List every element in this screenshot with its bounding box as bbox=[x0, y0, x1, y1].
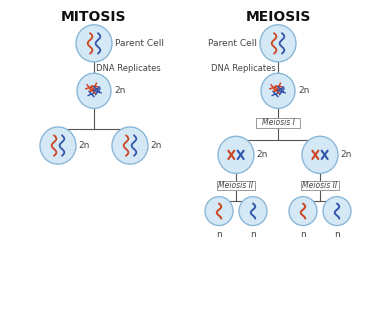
Text: 2n: 2n bbox=[340, 150, 352, 159]
Circle shape bbox=[112, 127, 148, 164]
Text: 2n: 2n bbox=[114, 86, 125, 95]
Text: n: n bbox=[334, 230, 340, 239]
FancyBboxPatch shape bbox=[301, 181, 339, 190]
Circle shape bbox=[261, 73, 295, 108]
Circle shape bbox=[239, 197, 267, 226]
Circle shape bbox=[260, 25, 296, 62]
Circle shape bbox=[76, 25, 112, 62]
Text: n: n bbox=[250, 230, 256, 239]
Text: Parent Cell: Parent Cell bbox=[115, 39, 164, 48]
Text: Meiosis I: Meiosis I bbox=[262, 118, 294, 127]
Text: n: n bbox=[300, 230, 306, 239]
Circle shape bbox=[289, 197, 317, 226]
Circle shape bbox=[205, 197, 233, 226]
FancyBboxPatch shape bbox=[217, 181, 255, 190]
Circle shape bbox=[218, 136, 254, 173]
Text: n: n bbox=[216, 230, 222, 239]
Text: Parent Cell: Parent Cell bbox=[208, 39, 257, 48]
Text: DNA Replicates: DNA Replicates bbox=[96, 64, 161, 73]
Text: Meiosis II: Meiosis II bbox=[218, 181, 253, 190]
Circle shape bbox=[323, 197, 351, 226]
Text: 2n: 2n bbox=[150, 141, 161, 150]
Circle shape bbox=[40, 127, 76, 164]
Text: DNA Replicates: DNA Replicates bbox=[211, 64, 276, 73]
Circle shape bbox=[302, 136, 338, 173]
Text: 2n: 2n bbox=[78, 141, 89, 150]
Text: 2n: 2n bbox=[298, 86, 309, 95]
Text: MITOSIS: MITOSIS bbox=[61, 10, 127, 24]
Text: Meiosis II: Meiosis II bbox=[302, 181, 338, 190]
Text: MEIOSIS: MEIOSIS bbox=[245, 10, 311, 24]
Text: 2n: 2n bbox=[256, 150, 267, 159]
Circle shape bbox=[77, 73, 111, 108]
FancyBboxPatch shape bbox=[256, 118, 300, 128]
